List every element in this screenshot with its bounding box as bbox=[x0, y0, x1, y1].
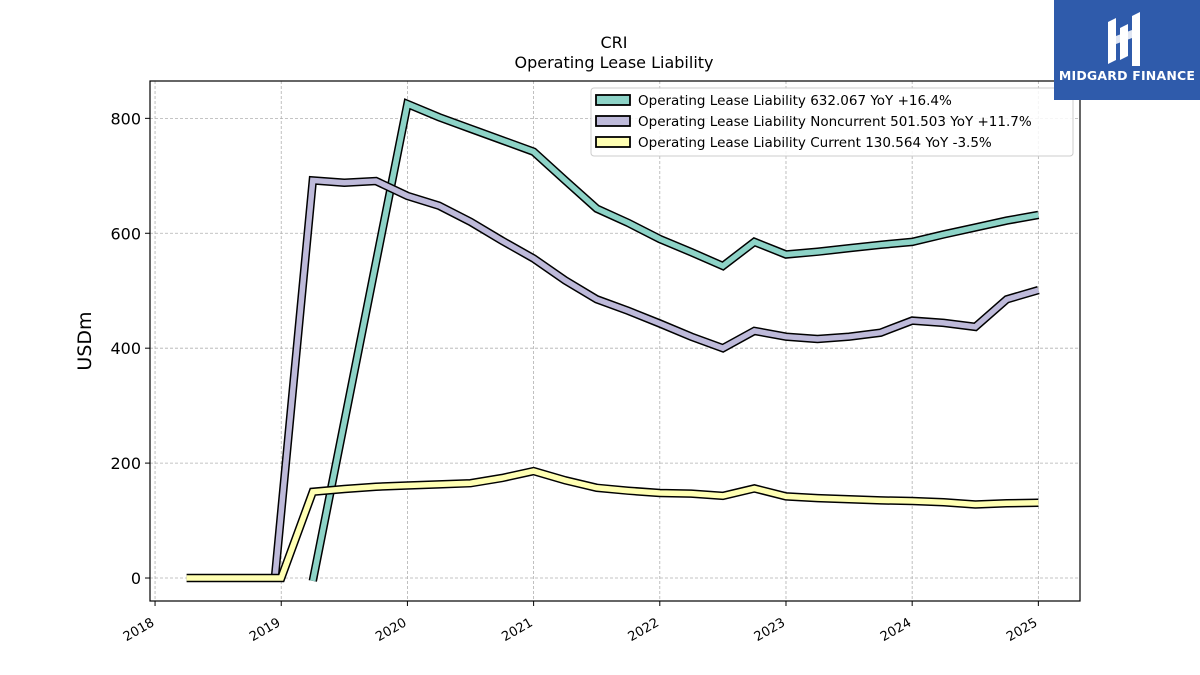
plot-frame bbox=[149, 80, 1081, 602]
x-tick-label: 2022 bbox=[626, 615, 662, 645]
legend-entry: Operating Lease Liability Current 130.56… bbox=[638, 135, 992, 151]
x-tick-label: 2020 bbox=[373, 615, 409, 645]
x-tick-label: 2023 bbox=[752, 615, 788, 645]
brand-logo: MIDGARD FINANCE bbox=[1054, 0, 1200, 100]
y-axis: 0 200 400 600 800 bbox=[110, 109, 150, 588]
legend-box bbox=[590, 87, 1074, 157]
series-line bbox=[310, 100, 1039, 582]
series-outline bbox=[308, 98, 1040, 582]
y-axis-label: USDm bbox=[74, 311, 96, 370]
y-tick-label: 200 bbox=[110, 454, 141, 473]
y-tick-label: 400 bbox=[110, 339, 141, 358]
x-axis: 2018 2019 2020 2021 2022 2023 2024 2025 bbox=[121, 601, 1040, 645]
y-tick-label: 600 bbox=[110, 224, 141, 243]
chart-title: CRI bbox=[600, 33, 627, 52]
series-layer bbox=[186, 98, 1040, 583]
grid bbox=[150, 81, 1080, 601]
logo-mark-icon bbox=[1108, 12, 1140, 66]
chart-subtitle: Operating Lease Liability bbox=[514, 53, 713, 72]
series-line bbox=[272, 177, 1040, 579]
legend-swatch bbox=[595, 136, 631, 148]
series-line bbox=[186, 468, 1039, 581]
x-tick-label: 2018 bbox=[121, 615, 157, 645]
y-tick-label: 0 bbox=[131, 569, 141, 588]
logo-text: MIDGARD FINANCE bbox=[1058, 68, 1196, 83]
legend-swatch bbox=[595, 115, 631, 127]
legend-swatch bbox=[595, 94, 631, 106]
x-tick-label: 2025 bbox=[1004, 615, 1040, 645]
legend: Operating Lease Liability 632.067 YoY +1… bbox=[590, 87, 1074, 157]
x-tick-label: 2021 bbox=[499, 615, 535, 645]
x-tick-label: 2024 bbox=[878, 615, 914, 645]
legend-entry: Operating Lease Liability 632.067 YoY +1… bbox=[638, 93, 952, 109]
x-tick-label: 2019 bbox=[247, 615, 283, 645]
legend-entry: Operating Lease Liability Noncurrent 501… bbox=[638, 114, 1032, 130]
y-tick-label: 800 bbox=[110, 109, 141, 128]
